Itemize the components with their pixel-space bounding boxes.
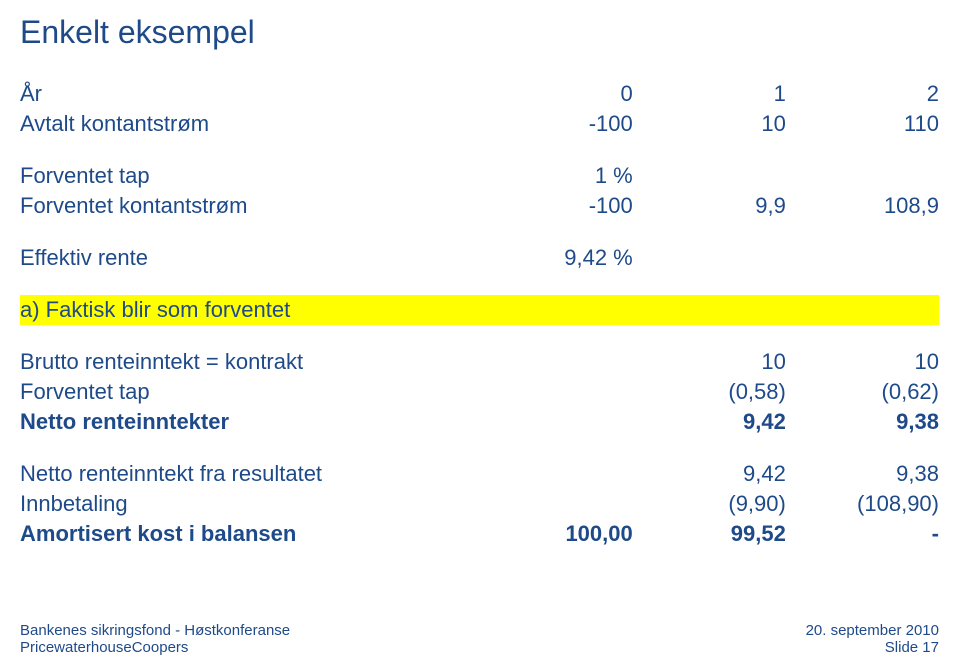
cell: 9,9: [633, 191, 786, 221]
cell: 9,38: [786, 407, 939, 437]
cell: [480, 347, 633, 377]
cell: [633, 243, 786, 273]
data-table: År012Avtalt kontantstrøm-10010110Forvent…: [20, 79, 939, 549]
cell: 1 %: [480, 161, 633, 191]
footer-right-line2: Slide 17: [806, 639, 939, 656]
cell: 10: [786, 347, 939, 377]
cell: (108,90): [786, 489, 939, 519]
footer-left: Bankenes sikringsfond - Høstkonferanse P…: [20, 622, 290, 656]
table-row: Forventet kontantstrøm-1009,9108,9: [20, 191, 939, 221]
cell: [480, 377, 633, 407]
cell: 99,52: [633, 519, 786, 549]
spacer-cell: [20, 325, 939, 347]
table-row: [20, 221, 939, 243]
page-title: Enkelt eksempel: [20, 14, 939, 51]
table-row: Netto renteinntekt fra resultatet 9,429,3…: [20, 459, 939, 489]
table-row: Forventet tap1 %: [20, 161, 939, 191]
cell: 9,42 %: [480, 243, 633, 273]
cell: [633, 161, 786, 191]
cell: [786, 243, 939, 273]
cell: -100: [480, 191, 633, 221]
table-row: År012: [20, 79, 939, 109]
row-label: Forventet tap: [20, 377, 480, 407]
cell: [480, 295, 633, 325]
cell: (0,58): [633, 377, 786, 407]
cell: 0: [480, 79, 633, 109]
table-row: Avtalt kontantstrøm-10010110: [20, 109, 939, 139]
row-label: Netto renteinntekter: [20, 407, 480, 437]
row-label: Amortisert kost i balansen: [20, 519, 480, 549]
cell: [786, 161, 939, 191]
table-row: [20, 437, 939, 459]
cell: 2: [786, 79, 939, 109]
table-row: a) Faktisk blir som forventet: [20, 295, 939, 325]
cell: 110: [786, 109, 939, 139]
cell: [480, 407, 633, 437]
footer-right: 20. september 2010 Slide 17: [806, 622, 939, 656]
cell: 10: [633, 109, 786, 139]
cell: 9,38: [786, 459, 939, 489]
table-row: Effektiv rente9,42 %: [20, 243, 939, 273]
table-row: Amortisert kost i balansen100,0099,52-: [20, 519, 939, 549]
content-area: År012Avtalt kontantstrøm-10010110Forvent…: [20, 79, 939, 628]
row-label: a) Faktisk blir som forventet: [20, 295, 480, 325]
row-label: Forventet tap: [20, 161, 480, 191]
footer-left-line2: PricewaterhouseCoopers: [20, 639, 290, 656]
cell: 100,00: [480, 519, 633, 549]
footer: Bankenes sikringsfond - Høstkonferanse P…: [0, 622, 959, 656]
table-row: Innbetaling (9,90)(108,90): [20, 489, 939, 519]
cell: -100: [480, 109, 633, 139]
cell: 108,9: [786, 191, 939, 221]
spacer-cell: [20, 437, 939, 459]
spacer-cell: [20, 273, 939, 295]
row-label: Forventet kontantstrøm: [20, 191, 480, 221]
row-label: Brutto renteinntekt = kontrakt: [20, 347, 480, 377]
table-row: [20, 273, 939, 295]
spacer-cell: [20, 221, 939, 243]
cell: 9,42: [633, 459, 786, 489]
cell: -: [786, 519, 939, 549]
cell: (9,90): [633, 489, 786, 519]
footer-right-line1: 20. september 2010: [806, 622, 939, 639]
spacer-cell: [20, 139, 939, 161]
cell: 1: [633, 79, 786, 109]
cell: [633, 295, 786, 325]
footer-left-line1: Bankenes sikringsfond - Høstkonferanse: [20, 622, 290, 639]
table-row: Brutto renteinntekt = kontrakt 1010: [20, 347, 939, 377]
row-label: Avtalt kontantstrøm: [20, 109, 480, 139]
table-row: [20, 325, 939, 347]
row-label: Innbetaling: [20, 489, 480, 519]
row-label: År: [20, 79, 480, 109]
table-row: Netto renteinntekter 9,429,38: [20, 407, 939, 437]
table-row: Forventet tap (0,58)(0,62): [20, 377, 939, 407]
cell: [480, 489, 633, 519]
cell: [786, 295, 939, 325]
cell: 10: [633, 347, 786, 377]
row-label: Netto renteinntekt fra resultatet: [20, 459, 480, 489]
cell: (0,62): [786, 377, 939, 407]
cell: 9,42: [633, 407, 786, 437]
slide-page: Enkelt eksempel År012Avtalt kontantstrøm…: [0, 0, 959, 668]
row-label: Effektiv rente: [20, 243, 480, 273]
cell: [480, 459, 633, 489]
table-row: [20, 139, 939, 161]
